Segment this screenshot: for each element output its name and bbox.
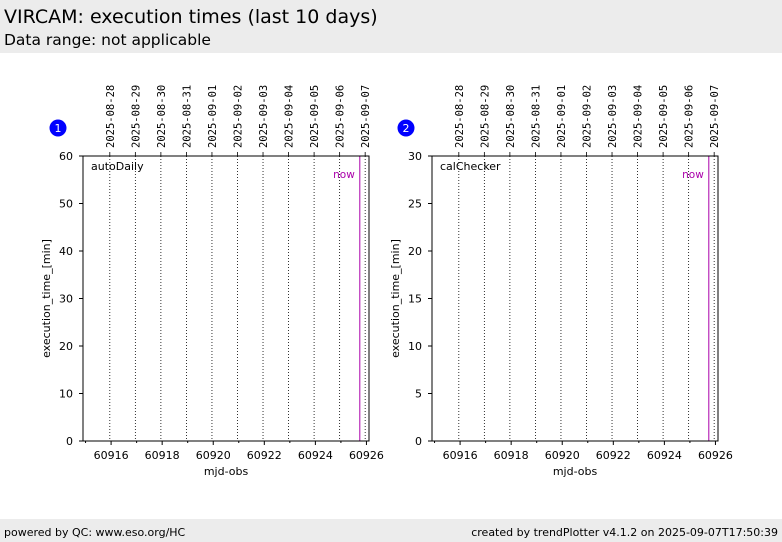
x-tick-label: 60916 <box>94 449 129 462</box>
page-header: VIRCAM: execution times (last 10 days) D… <box>0 0 782 53</box>
y-tick-label: 15 <box>408 293 422 306</box>
panel-label: calChecker <box>440 160 501 173</box>
x-axis-label: mjd-obs <box>204 465 249 478</box>
footer-powered-by: powered by QC: www.eso.org/HC <box>4 526 186 539</box>
date-tick-label: 2025-09-03 <box>607 85 619 148</box>
date-tick-label: 2025-09-05 <box>309 85 321 148</box>
y-tick-label: 0 <box>415 435 422 448</box>
page-subtitle: Data range: not applicable <box>4 31 211 49</box>
panel-badge-number: 1 <box>55 122 62 135</box>
date-tick-label: 2025-09-06 <box>684 85 696 148</box>
panel-label: autoDaily <box>91 160 144 173</box>
y-tick-label: 10 <box>59 388 73 401</box>
x-tick-label: 60920 <box>545 449 580 462</box>
date-tick-label: 2025-08-29 <box>130 85 142 148</box>
trend-plots: 1 2025-08-28 2025-08-29 2025-08-30 2025-08-3… <box>40 85 733 478</box>
x-tick-label: 60926 <box>698 449 733 462</box>
date-tick-label: 2025-08-31 <box>530 85 542 148</box>
date-tick-label: 2025-09-05 <box>658 85 670 148</box>
now-label: now <box>333 169 355 181</box>
y-tick-label: 25 <box>408 198 422 211</box>
y-tick-label: 60 <box>59 150 73 163</box>
x-tick-label: 60918 <box>494 449 529 462</box>
x-tick-label: 60924 <box>647 449 682 462</box>
footer-created-by: created by trendPlotter v4.1.2 on 2025-0… <box>471 526 778 539</box>
date-tick-label: 2025-09-07 <box>709 85 721 148</box>
y-tick-label: 30 <box>408 150 422 163</box>
y-tick-label: 20 <box>59 340 73 353</box>
date-tick-label: 2025-08-31 <box>181 85 193 148</box>
now-label: now <box>682 169 704 181</box>
x-tick-label: 60926 <box>349 449 384 462</box>
date-tick-label: 2025-09-02 <box>232 85 244 148</box>
date-tick-label: 2025-08-30 <box>156 85 168 148</box>
date-tick-label: 2025-09-01 <box>207 85 219 148</box>
page-footer: powered by QC: www.eso.org/HC created by… <box>0 519 782 542</box>
y-tick-label: 30 <box>59 293 73 306</box>
x-tick-label: 60922 <box>596 449 631 462</box>
panel-badge-circle <box>49 119 67 137</box>
date-tick-label: 2025-08-28 <box>105 85 117 148</box>
date-tick-label: 2025-09-01 <box>556 85 568 148</box>
date-tick-label: 2025-08-28 <box>454 85 466 148</box>
chart-panel-2: 2 2025-08-28 2025-08-29 2025-08-30 2025-08-3… <box>389 85 733 478</box>
x-tick-label: 60916 <box>443 449 478 462</box>
x-tick-label: 60918 <box>145 449 180 462</box>
date-tick-label: 2025-09-06 <box>335 85 347 148</box>
y-tick-label: 50 <box>59 198 73 211</box>
chart-panel-1: 1 2025-08-28 2025-08-29 2025-08-30 2025-08-3… <box>40 85 384 478</box>
plot-frame <box>82 155 370 442</box>
panel-badge-circle <box>397 119 415 137</box>
y-tick-label: 0 <box>66 435 73 448</box>
y-tick-label: 10 <box>408 340 422 353</box>
x-axis-label: mjd-obs <box>553 465 598 478</box>
date-tick-label: 2025-09-02 <box>581 85 593 148</box>
date-tick-label: 2025-09-04 <box>633 85 645 148</box>
plot-frame <box>431 155 719 442</box>
y-tick-label: 20 <box>408 245 422 258</box>
page-title: VIRCAM: execution times (last 10 days) <box>4 6 378 28</box>
panel-badge-number: 2 <box>403 122 410 135</box>
x-tick-label: 60924 <box>298 449 333 462</box>
date-tick-label: 2025-09-04 <box>284 85 296 148</box>
date-tick-label: 2025-08-29 <box>479 85 491 148</box>
x-tick-label: 60920 <box>196 449 231 462</box>
x-tick-label: 60922 <box>247 449 282 462</box>
date-tick-label: 2025-08-30 <box>505 85 517 148</box>
y-tick-label: 5 <box>415 388 422 401</box>
date-tick-label: 2025-09-03 <box>258 85 270 148</box>
y-axis-label: execution_time_[min] <box>389 239 402 358</box>
date-tick-label: 2025-09-07 <box>360 85 372 148</box>
y-axis-label: execution_time_[min] <box>40 239 53 358</box>
y-tick-label: 40 <box>59 245 73 258</box>
